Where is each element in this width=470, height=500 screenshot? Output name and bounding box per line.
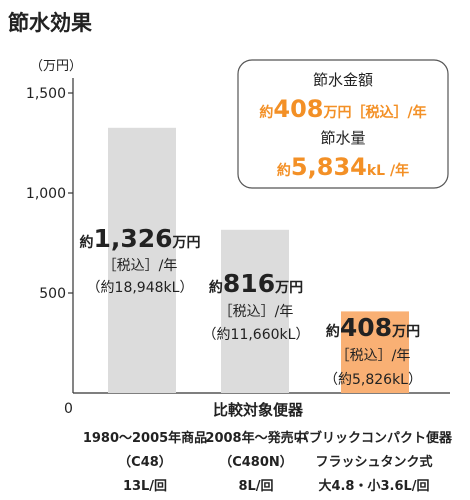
suffix: 万円［税込］/年: [322, 104, 426, 121]
summary-box: 節水金額 約408万円［税込］/年 節水量 約5,834kL /年: [237, 59, 449, 189]
bar-tax-label: ［税込］/年: [336, 348, 411, 364]
bar-c48: [108, 127, 176, 394]
bar-value-label: 約408万円: [326, 313, 420, 342]
y-tick-label: 500: [39, 286, 66, 302]
bar-public-compact: [341, 311, 409, 393]
category-line: 1980〜2005年商品: [83, 430, 207, 446]
bar-tax-label: ［税込］/年: [219, 304, 294, 320]
value: 408: [340, 313, 392, 342]
prefix: 約: [79, 234, 93, 251]
bar-label-3: 約408万円 ［税込］/年 （約5,826kL）: [324, 313, 422, 388]
water-saving-label: 節水量: [320, 129, 365, 147]
category-label-1: 1980〜2005年商品 （C48） 13L/回: [83, 430, 207, 494]
bar-water-label: （約5,826kL）: [324, 372, 422, 388]
category-line: フラッシュタンク式: [315, 454, 432, 470]
category-line: 8L/回: [238, 479, 273, 494]
x-axis-title: 比較対象便器: [213, 401, 304, 419]
bar-water-label: （約18,948kL）: [87, 280, 194, 296]
y-tick-label: 1,500: [26, 86, 66, 102]
money-saving-value: 約408万円［税込］/年: [259, 95, 426, 123]
y-axis-tick-marks: [68, 92, 73, 294]
prefix: 約: [259, 104, 273, 121]
prefix: 約: [209, 279, 223, 296]
category-line: 大4.8・小3.6L/回: [318, 478, 429, 494]
value: 1,326: [93, 224, 172, 253]
category-line: 2008年〜発売中: [205, 430, 306, 446]
bar-value-label: 約816万円: [209, 269, 303, 298]
category-line: （C48）: [118, 454, 172, 470]
value: 408: [273, 95, 323, 123]
category-label-2: 2008年〜発売中 （C480N） 8L/回: [205, 430, 306, 494]
category-line: （C480N）: [219, 454, 293, 470]
category-label-3: パブリックコンパクト便器 フラッシュタンク式 大4.8・小3.6L/回: [296, 430, 453, 494]
value: 816: [223, 269, 275, 298]
bar-value-label: 約1,326万円: [79, 224, 200, 253]
category-line: パブリックコンパクト便器: [296, 430, 453, 446]
money-saving-label: 節水金額: [313, 71, 373, 89]
y-axis-ticks: 500 1,000 1,500 0: [26, 86, 73, 417]
bar-label-2: 約816万円 ［税込］/年 （約11,660kL）: [203, 269, 310, 343]
bar-label-1: 約1,326万円 ［税込］/年 （約18,948kL）: [79, 224, 200, 296]
value: 5,834: [291, 153, 367, 181]
y-tick-label-zero: 0: [64, 401, 73, 417]
bar-water-label: （約11,660kL）: [203, 327, 310, 343]
bar-c480n: [221, 229, 289, 393]
suffix: kL /年: [367, 162, 409, 179]
y-tick-label: 1,000: [26, 186, 66, 202]
water-saving-value: 約5,834kL /年: [277, 153, 409, 181]
category-line: 13L/回: [123, 479, 167, 494]
page-title: 節水効果: [8, 11, 92, 35]
y-axis-unit: （万円）: [30, 59, 82, 74]
suffix: 万円: [391, 324, 420, 340]
suffix: 万円: [274, 280, 303, 296]
suffix: 万円: [172, 235, 201, 251]
prefix: 約: [277, 162, 291, 179]
bar-tax-label: ［税込］/年: [103, 258, 178, 274]
prefix: 約: [326, 323, 340, 340]
summary-box-frame: [237, 59, 449, 189]
